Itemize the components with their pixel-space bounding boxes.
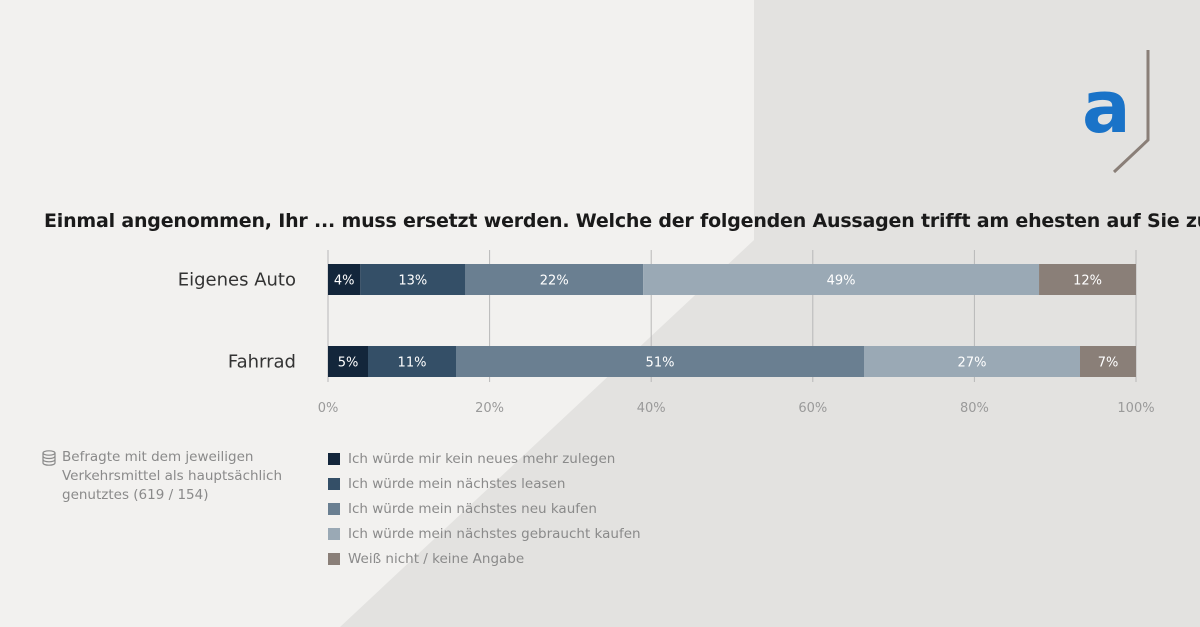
legend: Ich würde mir kein neues mehr zulegen Ich… [328, 446, 641, 571]
x-tick-label: 20% [475, 401, 504, 416]
legend-item: Ich würde mein nächstes neu kaufen [328, 496, 641, 521]
bar-value-label: 13% [398, 274, 427, 289]
bar-segment [465, 264, 644, 295]
x-tick-label: 100% [1117, 401, 1154, 416]
note-text: Befragte mit dem jeweiligen Verkehrsmitt… [62, 449, 283, 503]
legend-item: Ich würde mein nächstes leasen [328, 471, 641, 496]
x-tick-label: 80% [960, 401, 989, 416]
legend-swatch [328, 502, 340, 515]
legend-swatch [328, 527, 340, 540]
bar-value-label: 27% [958, 356, 987, 371]
chart-title: Einmal angenommen, Ihr ... muss ersetzt … [44, 210, 1200, 232]
bar-segment [456, 346, 864, 377]
bar-segment [1080, 346, 1136, 377]
bar-segment [368, 346, 456, 377]
legend-swatch [328, 552, 340, 565]
bar-value-label: 22% [540, 274, 569, 289]
legend-swatch [328, 452, 340, 465]
bar-value-label: 5% [338, 356, 359, 371]
sample-note: Befragte mit dem jeweiligen Verkehrsmitt… [42, 448, 302, 505]
bar-segment [328, 346, 368, 377]
bar-segment [1039, 264, 1136, 295]
bar-value-label: 4% [334, 274, 355, 289]
legend-label: Ich würde mein nächstes leasen [348, 475, 566, 492]
legend-label: Weiß nicht / keine Angabe [348, 550, 525, 567]
bar-segment [643, 264, 1040, 295]
legend-swatch [328, 477, 340, 490]
legend-item: Ich würde mir kein neues mehr zulegen [328, 446, 641, 471]
database-icon [42, 450, 56, 466]
legend-item: Weiß nicht / keine Angabe [328, 546, 641, 571]
logo-letter: a [1082, 65, 1131, 149]
category-label: Fahrrad [228, 352, 296, 373]
legend-label: Ich würde mir kein neues mehr zulegen [348, 450, 616, 467]
bar-segment [360, 264, 466, 295]
x-tick-label: 40% [637, 401, 666, 416]
bar-value-label: 51% [646, 356, 675, 371]
bar-value-label: 11% [398, 356, 427, 371]
bar-segment [328, 264, 361, 295]
bar-value-label: 7% [1098, 356, 1119, 371]
category-label: Eigenes Auto [178, 270, 296, 291]
legend-label: Ich würde mein nächstes neu kaufen [348, 500, 597, 517]
category-labels: Eigenes Auto Fahrrad [178, 270, 296, 373]
legend-label: Ich würde mein nächstes gebraucht kaufen [348, 525, 641, 542]
bar-segment [864, 346, 1080, 377]
brand-logo-icon: a [1082, 50, 1150, 174]
bar-value-label: 12% [1073, 274, 1102, 289]
x-tick-label: 0% [318, 401, 339, 416]
bar-value-label: 49% [827, 274, 856, 289]
legend-item: Ich würde mein nächstes gebraucht kaufen [328, 521, 641, 546]
x-tick-label: 60% [798, 401, 827, 416]
x-axis-ticks: 0% 20% 40% 60% 80% 100% [318, 401, 1155, 416]
bars: 4% 13% 22% 49% 12% 5% 11% 51% 27% 7% [328, 264, 1136, 377]
